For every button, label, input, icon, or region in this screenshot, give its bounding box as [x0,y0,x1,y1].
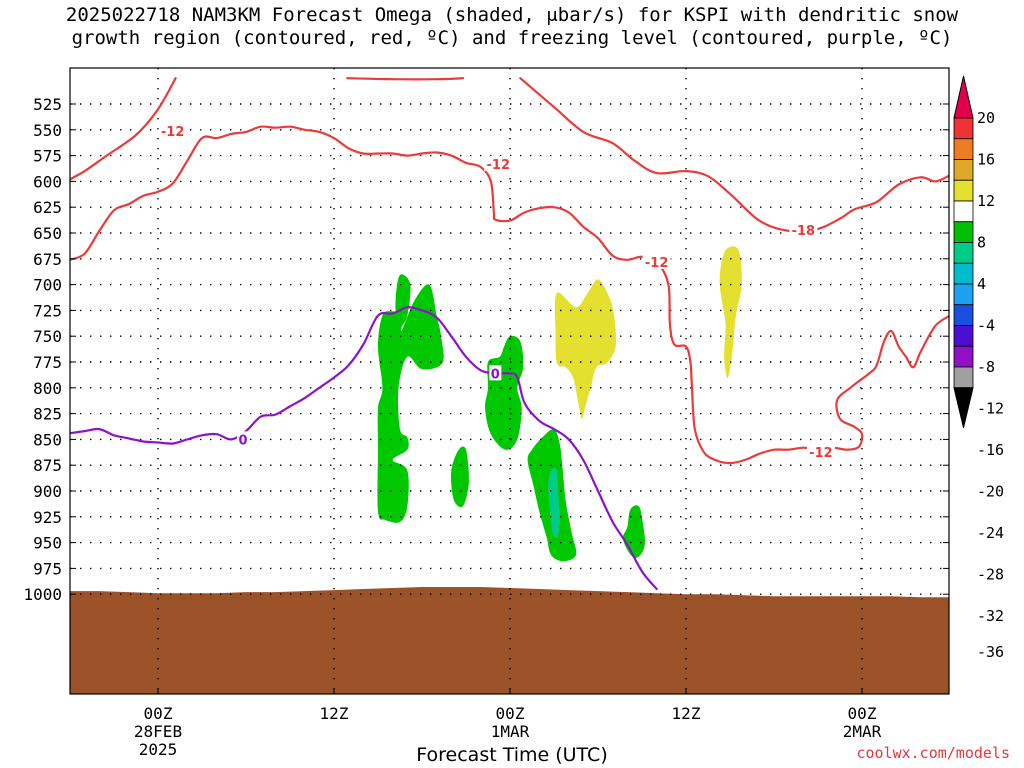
dgz-contour-1 [346,77,465,81]
y-tick-label-825: 825 [33,405,62,424]
contour-label-1: -12 [487,158,511,173]
colorbar-box-8 [953,262,974,285]
colorbar-label--12: -12 [977,400,1004,418]
x-tick-sublabel-4: 2MAR [843,722,882,741]
colorbar-label--16: -16 [977,441,1004,459]
y-tick-label-650: 650 [33,224,62,243]
x-tick-label-1: 12Z [320,704,349,723]
y-tick-label-900: 900 [33,482,62,501]
colorbar-label--28: -28 [977,566,1004,584]
contour-label-layer: -12 -12 -18 -12 -12 0 0 [158,122,835,461]
colorbar-label--8: -8 [977,358,995,376]
y-axis: 525 550 575 600 625 650 675 700 725 750 775 800 825 8… [23,95,949,604]
colorbar-label--20: -20 [977,483,1004,501]
colorbar-box-9 [953,283,974,306]
x-tick-label-3: 12Z [672,704,701,723]
x-tick-label-2: 00Z [496,704,525,723]
omega-region-6 [622,505,645,559]
colorbar-box-3 [953,159,974,181]
colorbar-box-2 [953,138,974,160]
colorbar-box-6 [953,221,974,243]
dgz-contour-0 [70,77,177,181]
y-tick-label-800: 800 [33,379,62,398]
colorbar-label--24: -24 [977,524,1004,542]
dgz-contour-2 [519,77,949,233]
y-tick-label-925: 925 [33,508,62,527]
omega-region-0 [377,284,444,523]
x-tick-sublabel-2: 1MAR [491,722,530,741]
y-tick-label-1000: 1000 [23,585,62,604]
omega-region-3 [450,446,469,508]
x-tick-sublabel-0: 28FEB [134,722,182,741]
colorbar-label--36: -36 [977,643,1004,661]
contour-label-5: 0 [239,433,248,448]
y-tick-label-550: 550 [33,121,62,140]
contour-label-6: 0 [491,367,500,382]
x-axis-title: Forecast Time (UTC) [416,744,608,766]
y-tick-label-975: 975 [33,559,62,578]
y-tick-label-875: 875 [33,456,62,475]
colorbar-box-11 [953,325,974,347]
contour-label-bg-4 [806,443,835,459]
y-tick-label-775: 775 [33,353,62,372]
colorbar-box-13 [953,366,974,389]
title-line-1: 2025022718 NAM3KM Forecast Omega (shaded… [65,4,959,26]
terrain-fill [70,587,949,694]
contour-label-bg-2 [789,221,818,237]
x-tick-label-0: 00Z [144,704,173,723]
y-tick-label-575: 575 [33,147,62,166]
omega-region-5 [548,467,560,539]
omega-region-7 [554,279,617,420]
contour-label-bg-0 [158,122,187,138]
y-tick-label-525: 525 [33,95,62,114]
y-tick-label-950: 950 [33,534,62,553]
y-tick-label-675: 675 [33,250,62,269]
y-tick-label-725: 725 [33,301,62,320]
contour-label-bg-1 [484,155,513,171]
contour-label-2: -18 [792,224,816,239]
contour-layer [70,77,949,591]
y-tick-label-625: 625 [33,198,62,217]
title-line-2: growth region (contoured, red, ºC) and f… [71,27,953,49]
colorbar-bottom-arrow [953,387,974,428]
colorbar-box-4 [953,179,974,202]
colorbar-box-12 [953,345,974,368]
colorbar-label-12: 12 [977,192,995,210]
contour-label-bg-3 [642,253,671,269]
colorbar-top-arrow [953,75,974,119]
contour-label-4: -12 [809,446,833,461]
chart-title: 2025022718 NAM3KM Forecast Omega (shaded… [0,4,1024,50]
site-credit[interactable]: coolwx.com/models [856,744,1010,762]
colorbar-box-10 [953,304,974,326]
y-tick-label-850: 850 [33,430,62,449]
contour-label-3: -12 [645,256,669,271]
omega-region-1 [395,274,411,326]
contour-label-bg-6 [489,365,502,381]
x-tick-label-4: 00Z [848,704,877,723]
colorbar-label-4: 4 [977,275,986,293]
colorbar-box-1 [953,117,974,140]
omega-shading-layer [377,246,742,562]
colorbar-box-5 [953,200,974,223]
dgz-contour-3 [70,125,949,465]
y-tick-label-700: 700 [33,276,62,295]
colorbar-box-7 [953,242,974,264]
contour-label-bg-5 [237,431,250,447]
omega-region-2 [485,335,524,450]
colorbar-label-8: 8 [977,234,986,252]
contour-label-0: -12 [161,125,185,140]
y-tick-label-600: 600 [33,172,62,191]
colorbar-label--32: -32 [977,607,1004,625]
colorbar: 20 16 12 8 4 -4 -8 -12 -16 -20 -24 -28 -32 -36 [953,75,1004,661]
terrain-layer [70,587,949,694]
x-tick-sublabel2-0: 2025 [139,740,178,759]
freezing-contour-4 [70,306,658,591]
colorbar-label-16: 16 [977,151,995,169]
colorbar-label--4: -4 [977,317,995,335]
y-tick-label-750: 750 [33,327,62,346]
omega-region-8 [719,246,742,378]
colorbar-label-20: 20 [977,109,995,127]
